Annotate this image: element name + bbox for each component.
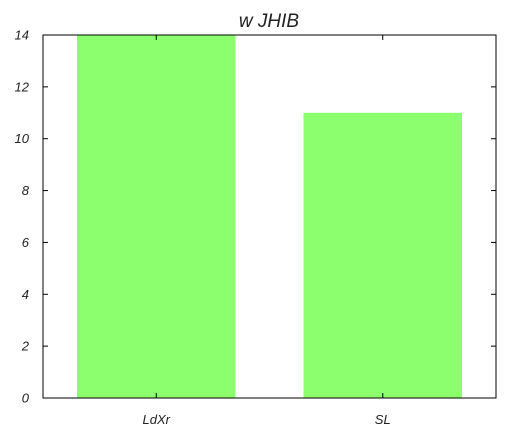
y-tick-label: 4: [22, 287, 29, 302]
y-tick-label: 0: [22, 391, 30, 406]
x-tick-label: LdXr: [143, 412, 171, 427]
chart-title: w JHIB: [239, 11, 300, 32]
plot-frame: [42, 34, 497, 399]
axes-group: [42, 34, 497, 399]
y-tick-label: 10: [15, 131, 30, 146]
y-tick-label: 6: [22, 235, 30, 250]
y-tick-label: 2: [21, 339, 30, 354]
y-tick-label: 8: [22, 183, 30, 198]
bar-ldxr: [77, 35, 236, 398]
x-tick-label: SL: [375, 412, 391, 427]
y-tick-label: 12: [15, 79, 30, 94]
x-ticks-group: LdXr SL: [143, 35, 391, 427]
bars-group: [77, 35, 462, 399]
y-tick-label: 14: [15, 28, 29, 43]
bar-sl: [303, 112, 462, 399]
y-ticks-group: 0 2 4 6 8 10 12 14: [15, 28, 496, 406]
